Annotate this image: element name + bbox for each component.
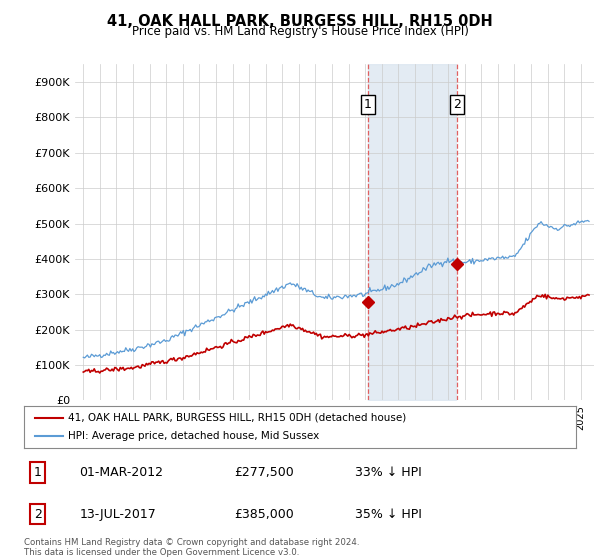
Text: 1: 1 <box>34 466 42 479</box>
Text: 41, OAK HALL PARK, BURGESS HILL, RH15 0DH: 41, OAK HALL PARK, BURGESS HILL, RH15 0D… <box>107 14 493 29</box>
Text: 2: 2 <box>34 507 42 521</box>
Text: 1: 1 <box>364 98 372 111</box>
Text: HPI: Average price, detached house, Mid Sussex: HPI: Average price, detached house, Mid … <box>68 431 319 441</box>
Text: 01-MAR-2012: 01-MAR-2012 <box>79 466 163 479</box>
Text: 33% ↓ HPI: 33% ↓ HPI <box>355 466 422 479</box>
Text: Contains HM Land Registry data © Crown copyright and database right 2024.
This d: Contains HM Land Registry data © Crown c… <box>24 538 359 557</box>
Text: £277,500: £277,500 <box>234 466 293 479</box>
Text: 41, OAK HALL PARK, BURGESS HILL, RH15 0DH (detached house): 41, OAK HALL PARK, BURGESS HILL, RH15 0D… <box>68 413 406 423</box>
Text: Price paid vs. HM Land Registry's House Price Index (HPI): Price paid vs. HM Land Registry's House … <box>131 25 469 38</box>
Text: £385,000: £385,000 <box>234 507 293 521</box>
Text: 13-JUL-2017: 13-JUL-2017 <box>79 507 156 521</box>
Text: 2: 2 <box>453 98 461 111</box>
Text: 35% ↓ HPI: 35% ↓ HPI <box>355 507 422 521</box>
